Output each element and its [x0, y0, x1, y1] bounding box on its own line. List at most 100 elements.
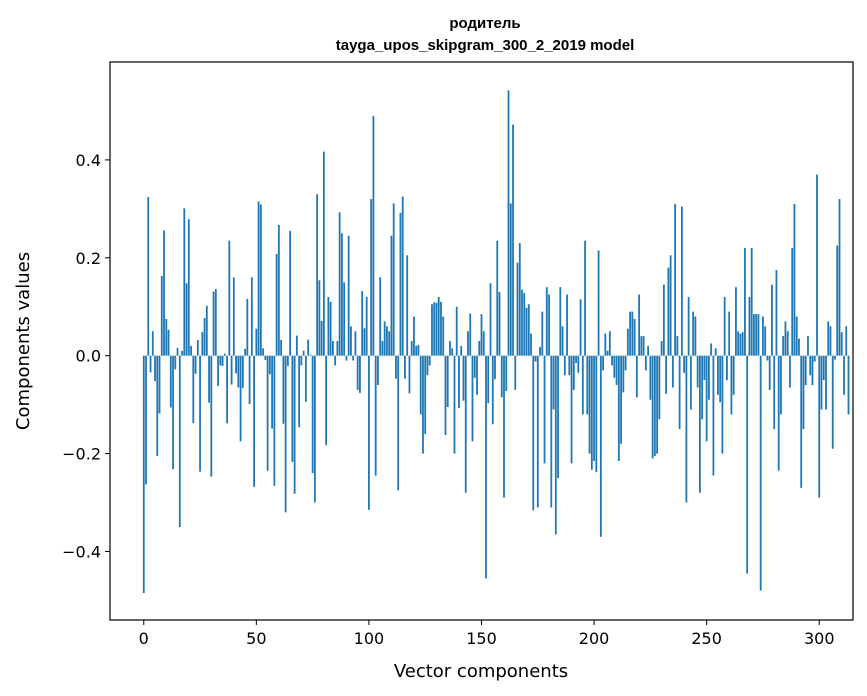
bar-233 — [667, 267, 670, 356]
bar-194 — [579, 299, 582, 356]
bar-169 — [523, 293, 526, 356]
bar-311 — [843, 355, 845, 395]
bar-113 — [397, 355, 400, 491]
x-tick-label: 100 — [354, 629, 385, 648]
bar-247 — [699, 355, 701, 493]
bar-44 — [241, 355, 244, 388]
bar-231 — [662, 284, 665, 356]
bar-38 — [228, 240, 231, 356]
bar-13 — [172, 355, 174, 470]
bar-201 — [595, 355, 598, 473]
bar-11 — [167, 329, 170, 356]
bar-200 — [593, 355, 595, 461]
bar-262 — [732, 355, 735, 395]
bar-265 — [739, 333, 742, 356]
bar-179 — [545, 287, 548, 356]
bar-92 — [350, 326, 352, 356]
bar-152 — [485, 355, 487, 579]
bar-43 — [239, 355, 242, 442]
bar-76 — [313, 355, 316, 503]
bar-174 — [534, 355, 537, 362]
bar-298 — [813, 355, 816, 362]
bar-276 — [764, 326, 767, 356]
bar-215 — [626, 328, 629, 356]
bar-19 — [185, 283, 188, 356]
bar-259 — [726, 355, 728, 381]
bar-184 — [557, 355, 559, 479]
bar-136 — [449, 341, 451, 356]
bar-107 — [383, 321, 386, 356]
bar-147 — [473, 355, 476, 378]
bar-228 — [656, 355, 659, 454]
bar-39 — [230, 355, 233, 385]
bar-232 — [665, 355, 668, 394]
bar-210 — [615, 355, 618, 386]
bar-133 — [442, 316, 445, 356]
bar-157 — [496, 240, 499, 356]
bar-56 — [268, 355, 271, 375]
bar-80 — [322, 151, 325, 356]
bar-293 — [802, 355, 805, 430]
bars-group — [142, 90, 850, 594]
bar-155 — [491, 355, 494, 425]
bar-163 — [509, 203, 512, 356]
bar-192 — [575, 355, 577, 364]
bar-190 — [570, 355, 573, 464]
bar-254 — [714, 348, 717, 356]
bar-221 — [640, 336, 643, 356]
bar-31 — [212, 291, 215, 356]
bar-77 — [316, 194, 319, 356]
bar-230 — [660, 341, 663, 356]
bar-65 — [289, 230, 292, 356]
bar-33 — [217, 355, 219, 387]
bar-269 — [748, 296, 751, 356]
bar-226 — [651, 355, 654, 459]
bar-297 — [811, 355, 814, 386]
bar-278 — [768, 355, 771, 390]
bar-248 — [701, 355, 704, 420]
bar-6 — [156, 355, 159, 457]
bar-34 — [219, 355, 222, 366]
x-tick-label: 300 — [804, 629, 835, 648]
bar-173 — [532, 355, 535, 511]
bar-181 — [550, 355, 553, 508]
bar-86 — [336, 341, 339, 356]
bar-24 — [196, 340, 199, 356]
bar-50 — [255, 328, 258, 356]
bar-114 — [399, 212, 402, 356]
bar-258 — [723, 296, 726, 356]
bar-26 — [201, 332, 204, 356]
bar-82 — [327, 296, 330, 356]
bar-135 — [446, 355, 449, 408]
bar-134 — [444, 355, 447, 435]
bar-68 — [295, 335, 298, 356]
bar-312 — [845, 326, 848, 356]
bar-110 — [390, 235, 393, 356]
chart-title-line-2: tayga_upos_skipgram_300_2_2019 model — [336, 37, 635, 54]
bar-37 — [226, 355, 228, 424]
bar-73 — [307, 339, 310, 356]
bar-72 — [304, 355, 307, 402]
bar-261 — [730, 355, 733, 415]
bar-198 — [588, 355, 591, 454]
bar-170 — [525, 307, 528, 356]
bar-104 — [377, 355, 379, 386]
bar-310 — [840, 332, 843, 356]
bar-211 — [617, 355, 620, 461]
bar-70 — [300, 355, 303, 366]
bar-122 — [417, 344, 420, 356]
bar-5 — [154, 355, 156, 382]
bar-235 — [671, 355, 674, 388]
bar-78 — [318, 280, 321, 356]
bar-106 — [381, 341, 384, 356]
bar-51 — [257, 201, 260, 356]
bar-280 — [773, 355, 776, 430]
bar-29 — [208, 355, 210, 403]
bar-271 — [753, 314, 755, 356]
x-axis-label: Vector components — [394, 661, 568, 682]
bar-119 — [410, 341, 413, 356]
bar-227 — [653, 355, 656, 457]
x-axis-ticks: 0 50 100 150 200 250 300 — [139, 620, 835, 648]
bar-222 — [642, 336, 645, 356]
bar-59 — [275, 253, 278, 356]
